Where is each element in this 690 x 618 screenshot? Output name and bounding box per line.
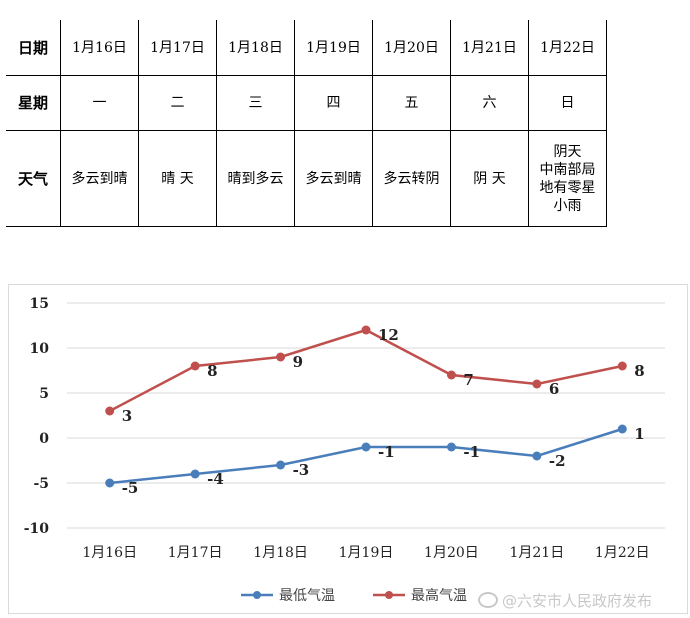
legend-marker	[253, 591, 261, 599]
data-label: 1	[634, 425, 644, 443]
data-point	[361, 442, 371, 452]
data-label: -1	[378, 443, 395, 461]
date-cell: 1月21日	[450, 20, 529, 76]
y-tick-label: -10	[24, 521, 50, 537]
y-tick-label: 0	[39, 431, 49, 447]
y-tick-label: 10	[30, 341, 50, 357]
data-label: -5	[122, 479, 139, 497]
x-tick-label: 1月17日	[168, 545, 223, 561]
series-line-2	[109, 328, 623, 413]
weather-cell: 阴天 中南部局 地有零星 小雨	[528, 130, 607, 227]
data-label: -4	[207, 470, 224, 488]
watermark: @六安市人民政府发布	[478, 590, 652, 611]
x-tick-label: 1月16日	[82, 545, 137, 561]
weather-table: 日期 1月16日 1月17日 1月18日 1月19日 1月20日 1月21日 1…	[6, 20, 607, 227]
row-header-weather: 天气	[6, 130, 61, 227]
x-tick-label: 1月22日	[595, 545, 650, 561]
data-label: 7	[463, 371, 473, 389]
data-label: -2	[549, 452, 566, 470]
date-row: 日期 1月16日 1月17日 1月18日 1月19日 1月20日 1月21日 1…	[6, 20, 607, 76]
temperature-chart: 15 10 5 0 -5 -10 1月16日 1月17日 1月18日 1月19日 1月20日 1月2…	[8, 284, 688, 614]
weather-cell: 多云到晴	[60, 130, 139, 227]
weekday-cell: 三	[216, 75, 295, 131]
y-axis-ticks: 15 10 5 0 -5 -10	[24, 296, 50, 537]
date-cell: 1月19日	[294, 20, 373, 76]
data-point	[532, 451, 542, 461]
data-label: 8	[634, 362, 644, 380]
data-label: 12	[378, 326, 399, 344]
series-lines	[109, 328, 623, 485]
x-tick-label: 1月19日	[339, 545, 394, 561]
data-point	[361, 325, 371, 335]
data-point	[190, 469, 200, 479]
weather-row: 天气 多云到晴 晴 天 晴到多云 多云到晴 多云转阴 阴 天 阴天 中南部局 地…	[6, 130, 607, 227]
x-tick-label: 1月18日	[253, 545, 308, 561]
x-tick-label: 1月21日	[509, 545, 564, 561]
data-label: -3	[293, 461, 310, 479]
weather-cell: 多云转阴	[372, 130, 451, 227]
date-cell: 1月20日	[372, 20, 451, 76]
row-header-date: 日期	[6, 20, 61, 76]
weather-cell: 多云到晴	[294, 130, 373, 227]
chart-svg: 15 10 5 0 -5 -10 1月16日 1月17日 1月18日 1月19日 1月20日 1月2…	[24, 296, 665, 604]
data-point	[276, 352, 286, 362]
legend-label: 最低气温	[279, 588, 335, 604]
data-label: -1	[463, 443, 480, 461]
legend-marker	[385, 591, 393, 599]
weekday-cell: 四	[294, 75, 373, 131]
weather-cell: 晴 天	[138, 130, 217, 227]
y-tick-label: -5	[33, 476, 49, 492]
gridlines	[67, 302, 665, 529]
data-point	[105, 406, 115, 416]
series-line-1	[109, 427, 623, 485]
date-cell: 1月18日	[216, 20, 295, 76]
weekday-cell: 日	[528, 75, 607, 131]
weibo-icon	[478, 592, 498, 608]
weekday-cell: 一	[60, 75, 139, 131]
weekday-cell: 六	[450, 75, 529, 131]
y-tick-label: 5	[39, 386, 49, 402]
data-labels: -5 -4 -3 -1 -1 -2 1 3 8 9 12 7 6 8	[122, 326, 645, 497]
weekday-row: 星期 一 二 三 四 五 六 日	[6, 75, 607, 131]
data-point	[617, 361, 627, 371]
date-cell: 1月22日	[528, 20, 607, 76]
data-point	[446, 442, 456, 452]
weekday-cell: 五	[372, 75, 451, 131]
weather-cell: 晴到多云	[216, 130, 295, 227]
legend: 最低气温 最高气温	[241, 587, 467, 604]
data-label: 3	[122, 407, 132, 425]
watermark-text: @六安市人民政府发布	[502, 592, 653, 610]
date-cell: 1月16日	[60, 20, 139, 76]
y-tick-label: 15	[30, 296, 49, 312]
data-point	[276, 460, 286, 470]
data-point	[532, 379, 542, 389]
data-label: 8	[207, 362, 217, 380]
date-cell: 1月17日	[138, 20, 217, 76]
data-label: 6	[549, 380, 559, 398]
data-label: 9	[293, 353, 303, 371]
legend-label: 最高气温	[411, 587, 467, 604]
data-point	[446, 370, 456, 380]
data-point	[617, 424, 627, 434]
x-tick-label: 1月20日	[424, 545, 479, 561]
data-point	[105, 478, 115, 488]
series-points	[105, 325, 627, 488]
weekday-cell: 二	[138, 75, 217, 131]
data-point	[190, 361, 200, 371]
weather-cell: 阴 天	[450, 130, 529, 227]
row-header-weekday: 星期	[6, 75, 61, 131]
x-axis-ticks: 1月16日 1月17日 1月18日 1月19日 1月20日 1月21日 1月22日	[82, 545, 649, 561]
